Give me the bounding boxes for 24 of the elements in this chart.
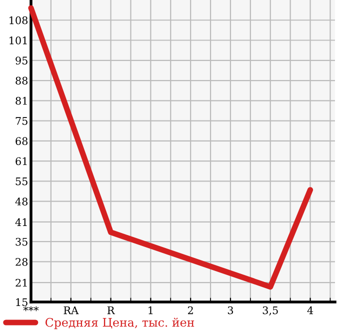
x-tick-label: 3,5 bbox=[262, 306, 278, 316]
x-tick-label: 3 bbox=[228, 306, 234, 314]
x-tick-label: 4 bbox=[307, 306, 314, 314]
x-tick-label: 2 bbox=[188, 306, 193, 314]
x-tick-label: RA bbox=[64, 306, 79, 314]
y-tick-label: 48 bbox=[15, 198, 28, 206]
x-tick-label: *** bbox=[23, 306, 39, 312]
y-tick-label: 81 bbox=[16, 96, 27, 105]
y-tick-label: 75 bbox=[16, 117, 28, 125]
y-tick-label: 28 bbox=[16, 258, 28, 266]
y-tick-label: 88 bbox=[16, 76, 28, 85]
y-tick-label: 35 bbox=[16, 238, 28, 246]
y-tick-label: 68 bbox=[16, 137, 28, 146]
y-tick-label: 108 bbox=[10, 16, 28, 24]
legend-label: Средняя Цена, тыс. йен bbox=[46, 318, 194, 330]
x-tick-label: R bbox=[107, 306, 115, 314]
y-tick-label: 55 bbox=[16, 178, 28, 186]
y-tick-label: 101 bbox=[10, 36, 27, 44]
y-tick-label: 41 bbox=[15, 218, 27, 226]
y-tick-label: 61 bbox=[16, 157, 27, 166]
x-tick-label: 1 bbox=[148, 306, 153, 314]
y-tick-label: 21 bbox=[16, 278, 27, 287]
y-tick-label: 95 bbox=[16, 56, 28, 65]
y-tick-label: 15 bbox=[16, 298, 28, 306]
